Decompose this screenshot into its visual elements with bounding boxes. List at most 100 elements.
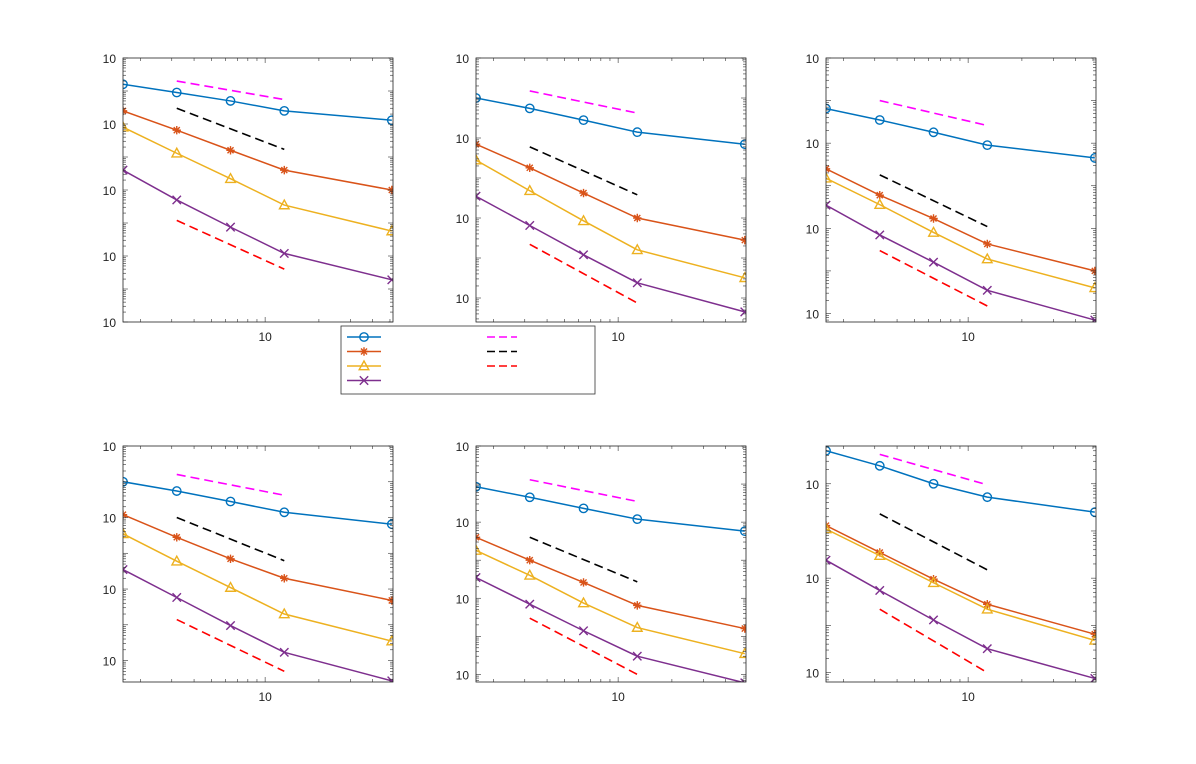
tick-base: 10 <box>961 690 975 704</box>
y-tick-label: 10 <box>456 516 470 530</box>
data-point-r1 <box>279 507 290 518</box>
y-tick-label: 10 <box>806 307 820 321</box>
data-point-r5 <box>279 647 289 657</box>
tick-base: 10 <box>456 668 470 682</box>
data-point-r3 <box>523 568 536 580</box>
plot-panel-1: 10 10 10 10 10 10 <box>103 52 394 344</box>
y-tick-label: 10 <box>456 668 470 682</box>
plot-area <box>123 58 393 322</box>
data-point-r3 <box>123 120 129 132</box>
y-tick-label: 10 <box>806 478 820 492</box>
data-point-r1 <box>874 460 885 471</box>
reference-line-ref1 <box>176 80 285 101</box>
data-point-r1 <box>826 446 831 456</box>
tick-base: 10 <box>103 52 117 66</box>
y-tick-label: 10 <box>456 132 470 146</box>
data-point-r2 <box>280 574 289 583</box>
data-point-r5 <box>578 250 589 260</box>
reference-line-ref2 <box>879 174 988 228</box>
series-line-r3 <box>123 533 392 642</box>
data-point-r5 <box>525 599 535 609</box>
data-point-r3 <box>927 226 940 237</box>
data-point-r3 <box>981 252 994 264</box>
y-tick-label: 10 <box>103 184 117 198</box>
series-line-r3 <box>826 177 1095 289</box>
axes-frame <box>475 57 747 323</box>
data-point-r5 <box>632 278 642 288</box>
data-point-r1 <box>578 503 589 514</box>
data-point-r3 <box>170 554 183 566</box>
data-point-r5 <box>123 165 128 175</box>
x-tick-label: 10 <box>258 690 272 704</box>
data-point-r3 <box>476 153 482 165</box>
x-tick-label: 10 <box>611 690 625 704</box>
data-point-r3 <box>224 581 237 592</box>
data-point-r2 <box>280 165 289 175</box>
data-point-r5 <box>279 248 289 259</box>
data-point-r2 <box>525 163 534 172</box>
legend-marker <box>358 359 370 371</box>
legend <box>340 325 596 395</box>
plot-data <box>826 99 1096 322</box>
data-point-r2 <box>579 188 588 198</box>
reference-line-ref3 <box>529 243 638 304</box>
data-point-r1 <box>928 127 939 138</box>
data-point-r5 <box>578 626 589 636</box>
data-point-r5 <box>172 195 182 205</box>
data-point-r1 <box>1089 507 1096 518</box>
data-point-r2 <box>172 125 181 135</box>
series-line-r1 <box>123 83 392 121</box>
data-point-r1 <box>524 103 535 114</box>
data-point-r1 <box>225 496 236 507</box>
tick-base: 10 <box>806 307 820 321</box>
data-point-r3 <box>385 634 393 646</box>
legend-marker <box>359 347 369 356</box>
data-point-r2 <box>740 235 746 245</box>
tick-base: 10 <box>103 440 117 454</box>
tick-base: 10 <box>103 316 117 330</box>
data-point-r5 <box>875 230 885 240</box>
tick-base: 10 <box>806 52 820 66</box>
data-point-r1 <box>632 127 643 138</box>
tick-base: 10 <box>456 52 470 66</box>
reference-line-ref3 <box>529 617 638 676</box>
y-tick-label: 10 <box>103 655 117 669</box>
series-line-r1 <box>826 450 1095 513</box>
tick-base: 10 <box>456 592 470 606</box>
tick-base: 10 <box>258 330 272 344</box>
plot-data <box>123 79 393 285</box>
tick-base: 10 <box>456 440 470 454</box>
data-point-r2 <box>633 601 642 610</box>
tick-base: 10 <box>258 690 272 704</box>
data-point-r5 <box>525 220 535 231</box>
tick-base: 10 <box>806 137 820 151</box>
data-point-r5 <box>826 555 831 565</box>
data-point-r1 <box>982 140 993 151</box>
y-tick-label: 10 <box>103 583 117 597</box>
data-point-r2 <box>633 213 642 223</box>
y-tick-label: 10 <box>806 137 820 151</box>
axes-frame <box>475 445 747 683</box>
data-point-r1 <box>279 105 290 116</box>
data-point-r3 <box>927 576 940 588</box>
data-point-r3 <box>981 602 994 614</box>
x-tick-label: 10 <box>258 330 272 344</box>
y-tick-label: 10 <box>456 440 470 454</box>
data-point-r1 <box>874 115 885 125</box>
data-point-r5 <box>387 676 393 682</box>
y-tick-label: 10 <box>103 440 117 454</box>
plot-area <box>826 446 1096 682</box>
data-point-r3 <box>631 621 644 632</box>
reference-line-ref3 <box>879 249 988 307</box>
tick-base: 10 <box>961 330 975 344</box>
data-point-r3 <box>577 214 590 226</box>
data-point-r5 <box>1090 673 1096 682</box>
data-point-r5 <box>225 222 236 232</box>
legend-box <box>340 325 596 395</box>
tick-base: 10 <box>456 212 470 226</box>
legend-marker <box>359 332 369 342</box>
series-line-r3 <box>476 549 745 655</box>
data-point-r1 <box>982 492 993 503</box>
y-tick-label: 10 <box>103 250 117 264</box>
data-point-r3 <box>385 224 393 236</box>
